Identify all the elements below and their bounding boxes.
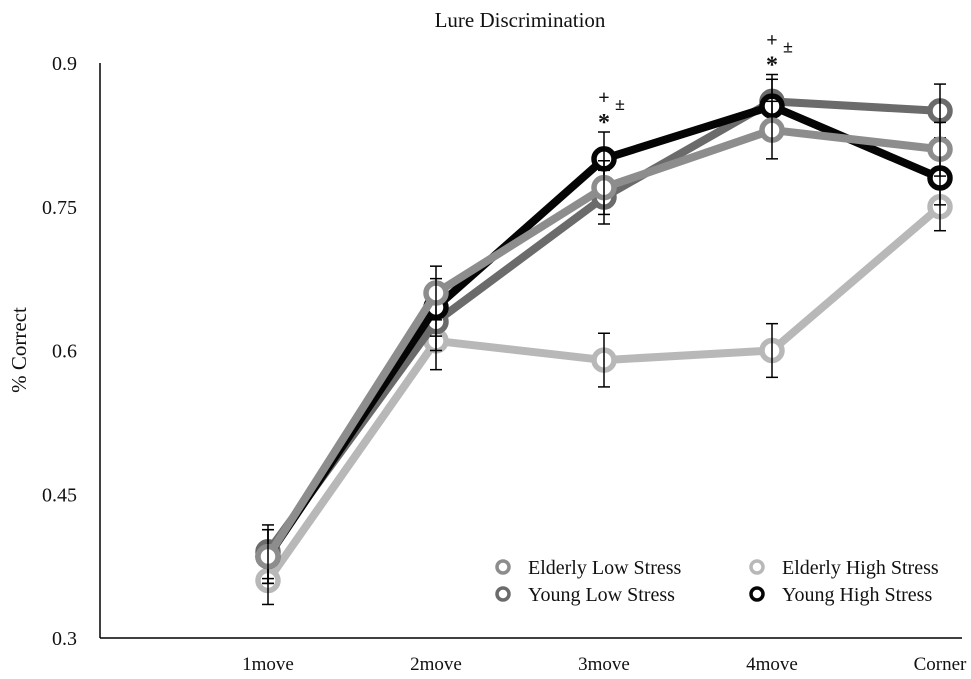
significance-annotation: + ±* — [598, 87, 625, 136]
y-tick-label: 0.9 — [52, 53, 77, 75]
x-tick-label: 2move — [410, 654, 462, 675]
chart-title: Lure Discrimination — [435, 8, 606, 32]
legend-label: Young Low Stress — [528, 584, 675, 606]
y-tick-label: 0.75 — [42, 197, 77, 219]
significance-symbol: + — [766, 30, 777, 52]
series-layer — [255, 73, 953, 606]
error-bar — [598, 332, 610, 388]
legend-marker — [495, 559, 511, 575]
x-tick-label: Corner — [914, 654, 967, 675]
error-bar — [430, 265, 442, 321]
legend-label: Elderly High Stress — [782, 557, 939, 579]
significance-symbol: + — [598, 87, 609, 109]
legend-entry-young-low-stress: Young Low Stress — [495, 584, 675, 606]
axes: 0.9 0.75 0.6 0.45 0.3 1move 2move 3move 4move Cor… — [42, 53, 967, 675]
significance-symbol: * — [598, 110, 610, 136]
y-axis-label: % Correct — [7, 307, 31, 393]
legend-label: Young High Stress — [782, 584, 932, 606]
x-tick-label: 1move — [242, 654, 294, 675]
significance-annotation: + ±* — [766, 30, 793, 79]
series-elderly-high-stress — [255, 182, 953, 606]
legend-marker — [749, 586, 765, 602]
y-tick-label: 0.6 — [52, 341, 77, 363]
error-bar — [598, 160, 610, 216]
error-bar — [934, 121, 946, 177]
series-elderly-low-stress — [255, 100, 953, 585]
annotations-layer: + ±*+ ±* — [598, 30, 793, 137]
legend-marker — [749, 559, 765, 575]
legend-marker — [495, 586, 511, 602]
legend-entry-elderly-low-stress: Elderly Low Stress — [495, 557, 682, 579]
x-tick-label: 4move — [746, 654, 798, 675]
legend-label: Elderly Low Stress — [528, 557, 682, 579]
error-bar — [766, 322, 778, 379]
significance-symbol: ± — [615, 94, 625, 114]
x-tick-label: 3move — [578, 654, 630, 675]
y-tick-label: 0.45 — [42, 484, 77, 506]
legend-entry-young-high-stress: Young High Stress — [749, 584, 932, 606]
legend-entry-elderly-high-stress: Elderly High Stress — [749, 557, 939, 579]
series-young-high-stress — [255, 78, 953, 585]
significance-symbol: * — [766, 53, 778, 79]
error-bar — [262, 528, 274, 585]
legend: Elderly Low Stress Elderly High Stress You… — [495, 557, 939, 606]
y-tick-label: 0.3 — [52, 628, 77, 650]
error-bar — [766, 100, 778, 160]
significance-symbol: ± — [783, 37, 793, 57]
